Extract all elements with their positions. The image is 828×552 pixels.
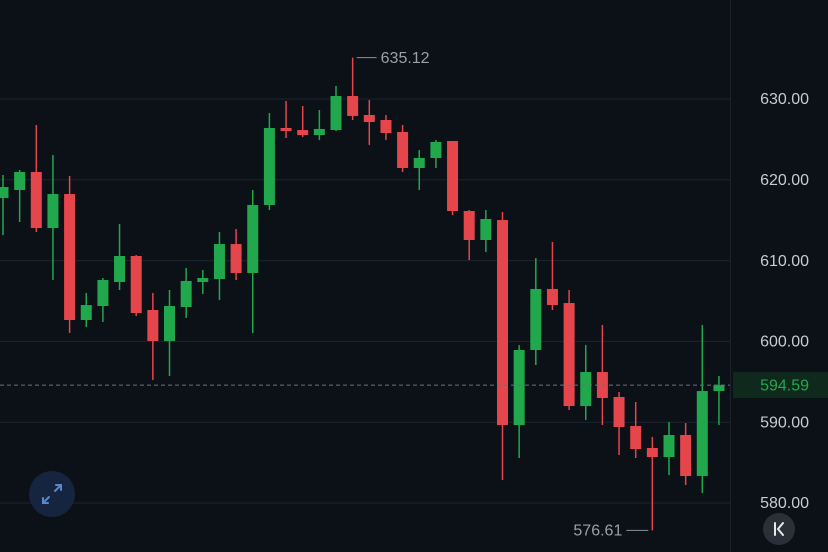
low-label: 576.61	[573, 523, 622, 540]
candle-body	[463, 210, 475, 240]
candle-body	[580, 372, 592, 407]
candle-body	[330, 96, 342, 131]
candle-body	[630, 426, 642, 450]
candle-body	[80, 305, 92, 320]
candle-body	[213, 244, 225, 280]
y-tick-label: 610.00	[760, 253, 809, 270]
candle-body	[696, 391, 708, 477]
candle-body	[247, 205, 259, 273]
candle-body	[413, 157, 425, 168]
candle-body	[347, 96, 359, 116]
expand-icon	[42, 484, 62, 504]
candle-body	[397, 131, 409, 168]
overlay: 635.12 576.61 594.59	[0, 50, 828, 540]
candle-body	[97, 280, 109, 307]
candle-body	[563, 303, 575, 407]
y-tick-label: 580.00	[760, 495, 809, 512]
candle-body	[0, 186, 9, 198]
candle-body	[513, 349, 525, 426]
candle-body	[713, 385, 725, 392]
candle-body	[197, 277, 209, 283]
candle-body	[663, 434, 675, 458]
candle-body	[363, 114, 375, 123]
candle-body	[14, 171, 26, 190]
scroll-icon	[774, 522, 784, 536]
candle-body	[230, 244, 242, 273]
candle-body	[297, 130, 309, 136]
candle-body	[313, 128, 325, 136]
scroll-to-latest-button[interactable]	[763, 513, 795, 545]
candle-body	[164, 306, 175, 342]
last-price-tag	[733, 372, 828, 399]
candles	[0, 57, 725, 531]
candle-body	[646, 448, 658, 458]
candle-body	[546, 288, 558, 306]
candle-body	[613, 397, 625, 427]
candle-body	[64, 194, 76, 320]
candle-body	[480, 218, 492, 240]
y-tick-label: 620.00	[760, 172, 809, 189]
candle-body	[447, 141, 459, 211]
expand-button-bg[interactable]	[29, 471, 75, 517]
last-price-label: 594.59	[760, 377, 809, 394]
candle-body	[530, 288, 542, 350]
candle-body	[680, 434, 692, 477]
grid: 580.00 590.00 600.00 610.00 620.00 630.00	[0, 91, 809, 512]
candle-body	[430, 141, 442, 158]
candle-body	[380, 120, 392, 134]
candle-body	[30, 171, 42, 229]
candle-body	[263, 128, 275, 206]
y-tick-label: 600.00	[760, 334, 809, 351]
candle-body	[280, 128, 292, 131]
candle-body	[114, 256, 126, 283]
high-label: 635.12	[381, 50, 430, 67]
candle-body	[130, 256, 142, 314]
candle-body	[180, 280, 192, 307]
y-tick-label: 590.00	[760, 414, 809, 431]
expand-button[interactable]	[29, 471, 75, 517]
y-tick-label: 630.00	[760, 91, 809, 108]
candle-body	[147, 309, 159, 342]
candle-body	[47, 194, 59, 229]
candle-body	[497, 220, 508, 426]
